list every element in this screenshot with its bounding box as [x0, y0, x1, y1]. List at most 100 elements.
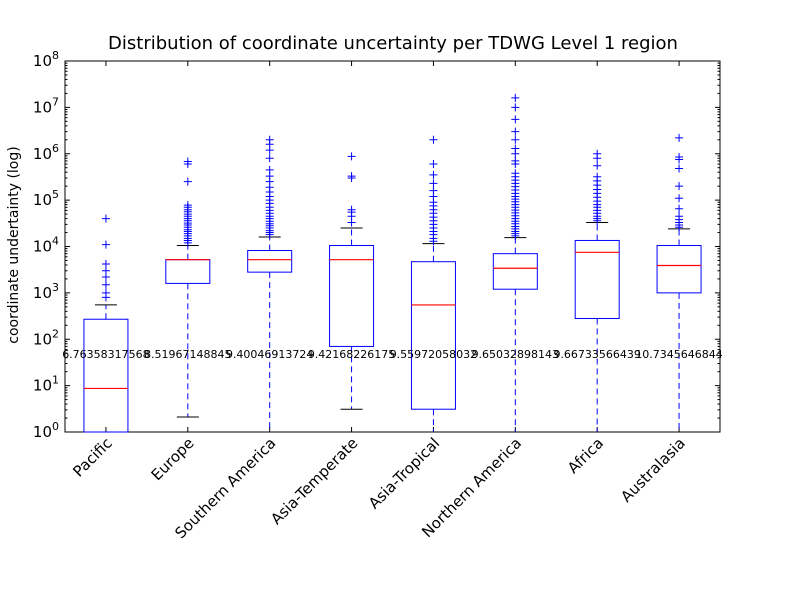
box-australasia: 10.7345646844 — [635, 133, 723, 433]
box-rect — [247, 249, 293, 273]
flier-point — [347, 172, 356, 181]
flier-point — [675, 153, 684, 162]
y-tick-base: 10 — [33, 238, 52, 256]
box-rect — [574, 239, 620, 320]
flier-point — [429, 179, 438, 188]
y-tick-exponent: 4 — [52, 235, 59, 248]
y-tick-base: 10 — [33, 377, 52, 395]
box-asia-temperate: 9.42168226175 — [308, 152, 395, 410]
flier-point — [101, 266, 110, 275]
y-tick-label: 106 — [33, 142, 59, 163]
flier-point — [593, 161, 602, 170]
x-tick-label: Pacific — [69, 434, 115, 480]
box-rect — [410, 261, 456, 410]
x-tick-label: Australasia — [617, 434, 689, 506]
box-rect — [492, 253, 538, 290]
y-tick-base: 10 — [33, 423, 52, 441]
box-rect — [83, 318, 129, 433]
flier-point — [675, 204, 684, 213]
flier-point — [101, 214, 110, 223]
box-asia-tropical: 9.55972058032 — [390, 135, 477, 433]
box-africa: 9.66733566439 — [553, 149, 641, 433]
flier-point — [183, 157, 192, 166]
flier-point — [675, 212, 684, 221]
y-tick-exponent: 7 — [52, 95, 59, 108]
box-annotation: 8.51967148845 — [144, 348, 231, 361]
y-tick-base: 10 — [33, 145, 52, 163]
box-northern-america: 9.65032898143 — [472, 93, 559, 433]
y-tick-base: 10 — [33, 330, 52, 348]
flier-point — [183, 201, 192, 210]
flier-point — [511, 135, 520, 144]
flier-point — [347, 152, 356, 161]
y-tick-exponent: 8 — [52, 49, 59, 62]
box-annotation: 10.7345646844 — [635, 348, 722, 361]
y-tick-base: 10 — [33, 52, 52, 70]
flier-point — [511, 127, 520, 136]
flier-point — [429, 135, 438, 144]
flier-point — [265, 165, 274, 174]
y-tick-exponent: 0 — [52, 420, 59, 433]
flier-point — [511, 169, 520, 178]
y-tick-label: 101 — [33, 374, 59, 395]
box-annotation: 9.65032898143 — [472, 348, 559, 361]
y-tick-exponent: 1 — [52, 374, 59, 387]
y-axis-label: coordinate undertainty (log) — [6, 146, 22, 343]
flier-point — [511, 103, 520, 112]
flier-point — [101, 280, 110, 289]
flier-point — [265, 135, 274, 144]
x-tick-label: Asia-Tropical — [365, 434, 443, 512]
flier-point — [511, 144, 520, 153]
box-rect — [165, 259, 211, 284]
y-tick-base: 10 — [33, 191, 52, 209]
flier-point — [101, 259, 110, 268]
flier-point — [675, 194, 684, 203]
y-tick-label: 105 — [33, 188, 59, 209]
x-tick-label: Africa — [564, 434, 607, 477]
y-tick-exponent: 2 — [52, 327, 59, 340]
flier-point — [429, 160, 438, 169]
flier-point — [347, 205, 356, 214]
flier-point — [183, 177, 192, 186]
y-tick-label: 108 — [33, 49, 59, 70]
y-tick-label: 102 — [33, 327, 59, 348]
y-tick-label: 107 — [33, 95, 59, 116]
y-tick-base: 10 — [33, 98, 52, 116]
box-rect — [329, 245, 375, 347]
flier-point — [511, 93, 520, 102]
flier-point — [675, 164, 684, 173]
box-annotation: 9.42168226175 — [308, 348, 395, 361]
box-annotation: 9.40046913724 — [226, 348, 313, 361]
box-rect — [656, 245, 702, 294]
y-tick-exponent: 6 — [52, 142, 59, 155]
axes-frame — [64, 60, 721, 433]
flier-point — [429, 170, 438, 179]
flier-point — [101, 240, 110, 249]
box-annotation: 9.66733566439 — [553, 348, 640, 361]
flier-point — [511, 115, 520, 124]
x-tick-label: Europe — [148, 434, 198, 484]
flier-point — [101, 288, 110, 297]
y-tick-exponent: 3 — [52, 281, 59, 294]
box-europe: 8.51967148845 — [144, 157, 232, 418]
chart-title: Distribution of coordinate uncertainty p… — [108, 33, 678, 54]
flier-point — [429, 186, 438, 195]
box-annotation: 6.76358317568 — [62, 348, 149, 361]
flier-point — [675, 182, 684, 191]
y-tick-label: 103 — [33, 281, 59, 302]
box-southern-america: 9.40046913724 — [226, 135, 313, 433]
flier-point — [511, 156, 520, 165]
y-tick-label: 104 — [33, 235, 59, 256]
box-pacific: 6.76358317568 — [62, 214, 150, 433]
flier-point — [593, 172, 602, 181]
y-tick-base: 10 — [33, 284, 52, 302]
flier-point — [675, 133, 684, 142]
flier-point — [593, 149, 602, 158]
y-tick-label: 100 — [33, 420, 59, 441]
y-tick-exponent: 5 — [52, 188, 59, 201]
x-tick-label: Asia-Temperate — [267, 434, 361, 528]
flier-point — [265, 154, 274, 163]
box-annotation: 9.55972058032 — [390, 348, 477, 361]
